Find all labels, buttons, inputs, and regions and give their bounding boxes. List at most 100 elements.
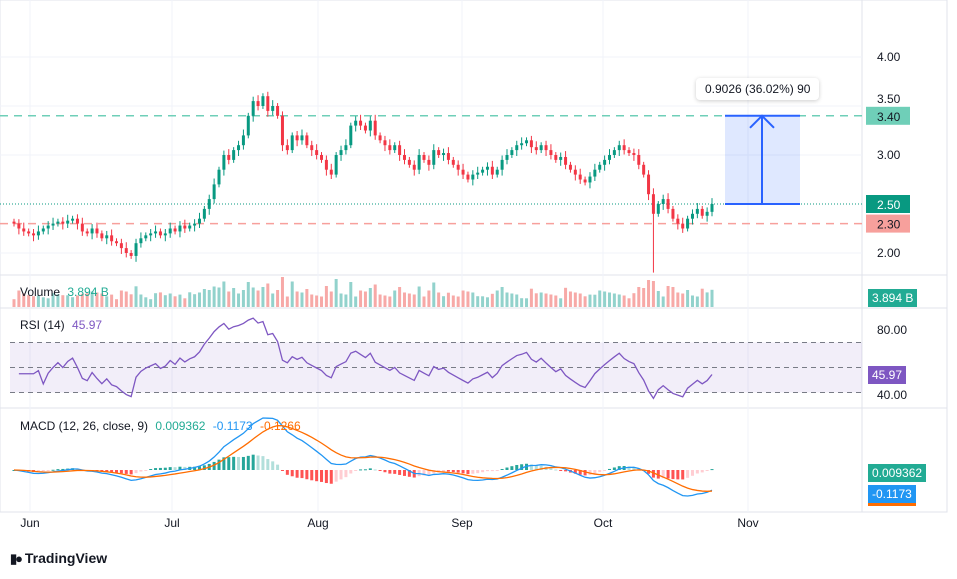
macd-histogram-bar [520, 464, 524, 470]
candle-body [207, 199, 211, 209]
macd-histogram-bar [227, 457, 231, 470]
volume-bar [261, 287, 265, 307]
candle-body [193, 223, 197, 226]
macd-histogram-bar [178, 466, 182, 470]
candle-body [427, 159, 431, 165]
macd-histogram-bar [647, 470, 651, 474]
macd-histogram-bar [402, 470, 406, 476]
candle-body [666, 199, 670, 209]
volume-bar [476, 296, 480, 307]
volume-bar [144, 297, 148, 307]
macd-line [13, 417, 713, 497]
volume-bar [251, 287, 255, 307]
candle-body [607, 155, 611, 160]
volume-bar [461, 290, 465, 307]
volume-tag: 3.894 B [868, 289, 918, 307]
candle-body [51, 223, 55, 226]
macd-histogram-bar [315, 470, 319, 482]
macd-histogram-bar [656, 470, 660, 479]
volume-bar [46, 298, 50, 307]
candle-body [320, 155, 324, 160]
macd-histogram-bar [446, 470, 450, 472]
candle-body [75, 218, 79, 224]
volume-legend: Volume 3.894 B [20, 285, 109, 299]
volume-bar [178, 294, 182, 307]
volume-bar [105, 296, 109, 307]
candle-body [110, 235, 114, 242]
volume-bar [129, 294, 133, 307]
macd-histogram-bar [280, 470, 284, 471]
candle-body [354, 120, 358, 126]
volume-bar [515, 294, 519, 307]
candle-body [271, 106, 275, 111]
volume-bar [173, 296, 177, 307]
macd-histogram-bar [593, 470, 597, 474]
macd-histogram-bar [222, 457, 226, 470]
level-tag-text: 2.30 [877, 218, 901, 232]
volume-bar [115, 299, 119, 307]
candle-body [32, 233, 36, 236]
volume-bar [666, 286, 670, 307]
volume-bar [598, 290, 602, 307]
macd-histogram-bar [139, 470, 143, 472]
macd-legend: MACD (12, 26, close, 9) 0.009362 -0.1173… [20, 419, 301, 433]
candle-body [17, 223, 21, 229]
volume-bar [617, 294, 621, 307]
macd-histogram-bar [334, 470, 338, 482]
volume-bar [363, 291, 367, 307]
macd-histogram-bar [617, 466, 621, 470]
candle-body [119, 243, 123, 249]
candle-body [407, 159, 411, 165]
macd-tag: 0.009362 [868, 464, 927, 482]
rsi-legend: RSI (14) 45.97 [20, 318, 102, 332]
macd-histogram-bar [554, 469, 558, 471]
macd-histogram-bar [510, 466, 514, 470]
candle-body [417, 155, 421, 170]
candle-body [568, 164, 572, 170]
macd-histogram-bar [134, 470, 138, 474]
volume-bar [466, 291, 470, 307]
rsi-line [18, 317, 713, 400]
candle-body [705, 211, 709, 216]
macd-histogram-bar [539, 465, 543, 470]
volume-bar [588, 294, 592, 307]
candle-body [178, 225, 182, 232]
rsi-value: 45.97 [72, 318, 103, 332]
candle-body [373, 120, 377, 136]
candle-body [197, 218, 201, 224]
volume-bar [227, 291, 231, 307]
candle-body [686, 218, 690, 229]
candle-body [637, 155, 641, 165]
candle-body [388, 145, 392, 151]
macd-histogram-bar [261, 456, 265, 470]
candle-body [603, 159, 607, 165]
macd-histogram-bar [300, 470, 304, 479]
volume-bar [95, 292, 99, 307]
candle-body [583, 179, 587, 183]
candle-body [41, 228, 45, 232]
volume-bar [305, 289, 309, 307]
macd-signal-value: -0.1173 [212, 419, 253, 433]
candle-body [144, 235, 148, 239]
candle-body [651, 194, 655, 214]
macd-histogram-bar [456, 470, 460, 473]
volume-bar [276, 290, 280, 307]
macd-hist-value: -0.1266 [259, 419, 301, 433]
macd-histogram-bar [427, 470, 431, 476]
volume-bar [525, 298, 529, 307]
macd-histogram-bar [388, 470, 392, 474]
volume-bar [500, 287, 504, 307]
volume-bar [427, 290, 431, 307]
candle-body [56, 221, 60, 224]
volume-bar [681, 293, 685, 307]
candle-body [241, 135, 245, 146]
volume-bar [207, 290, 211, 307]
y-tick: 4.00 [877, 50, 901, 64]
candle-body [339, 150, 343, 155]
candle-body [471, 174, 475, 180]
macd-histogram-bar [471, 470, 475, 474]
candle-body [115, 241, 119, 244]
macd-histogram-bar [651, 470, 655, 478]
macd-histogram-bar [197, 466, 201, 470]
